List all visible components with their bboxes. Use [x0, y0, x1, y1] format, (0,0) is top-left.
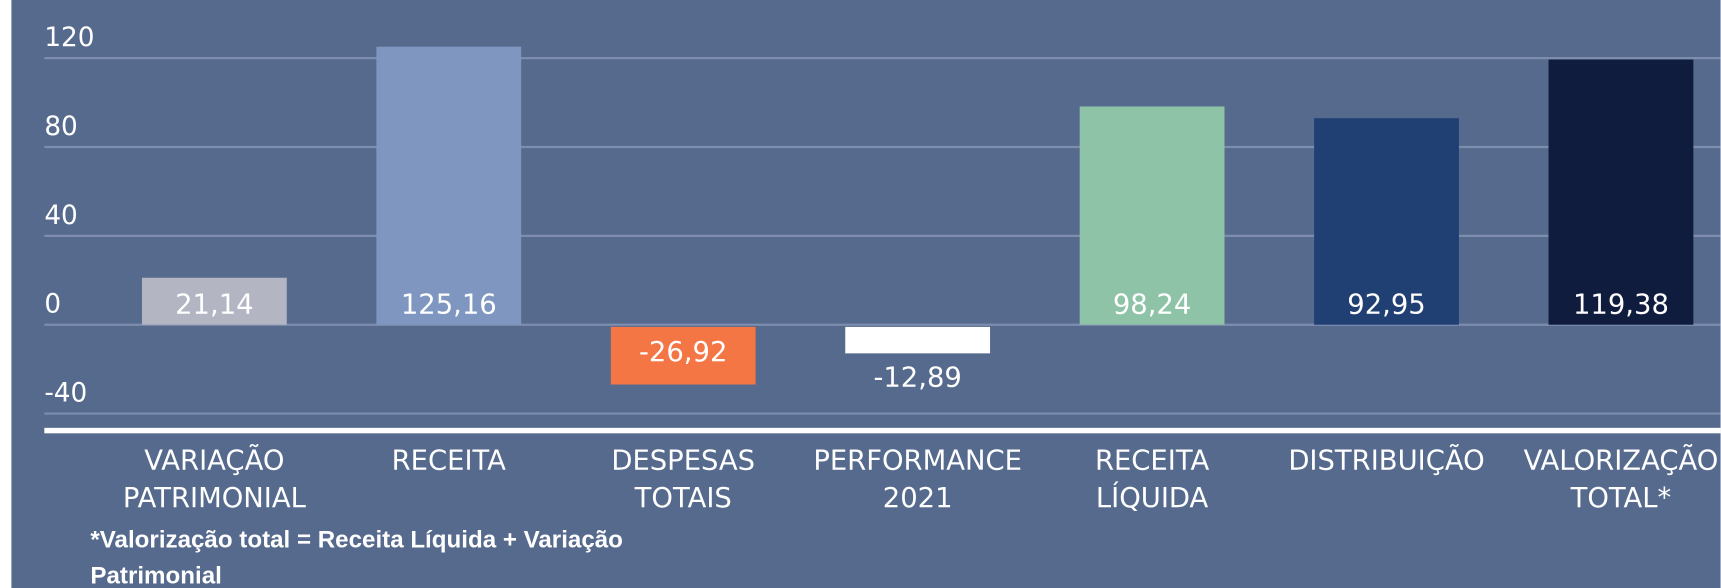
- x-tick-label: VALORIZAÇÃO: [1524, 445, 1719, 477]
- y-tick-label: 120: [44, 23, 94, 53]
- bar: [845, 326, 991, 354]
- bar: [141, 277, 287, 325]
- value-label: 119,38: [1573, 290, 1669, 321]
- y-tick-label: 40: [44, 201, 77, 231]
- baseline: [44, 427, 1721, 434]
- x-tick-label: DISTRIBUIÇÃO: [1288, 445, 1484, 477]
- note: *Valorização total = Receita Líquida + V…: [90, 525, 623, 588]
- x-tick-label: PATRIMONIAL: [123, 483, 307, 514]
- bar: [376, 46, 522, 325]
- x-tick-label: TOTAIS: [634, 483, 732, 514]
- x-tick-label: 2021: [883, 483, 953, 514]
- y-tick-label: 0: [44, 290, 61, 320]
- x-tick-label: VARIAÇÃO: [144, 445, 284, 477]
- x-tick-label: LÍQUIDA: [1096, 482, 1209, 514]
- x-tick-label: TOTAL*: [1570, 483, 1672, 514]
- value-label: 125,16: [401, 290, 497, 321]
- bar: [1314, 118, 1459, 325]
- bar: [1079, 106, 1225, 325]
- value-label: 98,24: [1113, 290, 1191, 321]
- x-tick-label: RECEITA: [1095, 446, 1210, 477]
- value-label: -26,92: [639, 337, 727, 368]
- x-tick-label: DESPESAS: [611, 446, 755, 477]
- x-tick-label: RECEITA: [392, 446, 507, 477]
- value-label: 21,14: [175, 290, 253, 321]
- x-tick-label: PERFORMANCE: [813, 446, 1022, 477]
- value-label: 92,95: [1347, 290, 1425, 321]
- bar: [610, 326, 756, 385]
- note-box: *Valorização total = Receita Líquida + V…: [90, 525, 623, 588]
- bar: [1548, 59, 1694, 325]
- y-tick-label: 80: [44, 112, 77, 142]
- value-label: -12,89: [873, 362, 961, 393]
- y-tick-label: -40: [44, 379, 87, 409]
